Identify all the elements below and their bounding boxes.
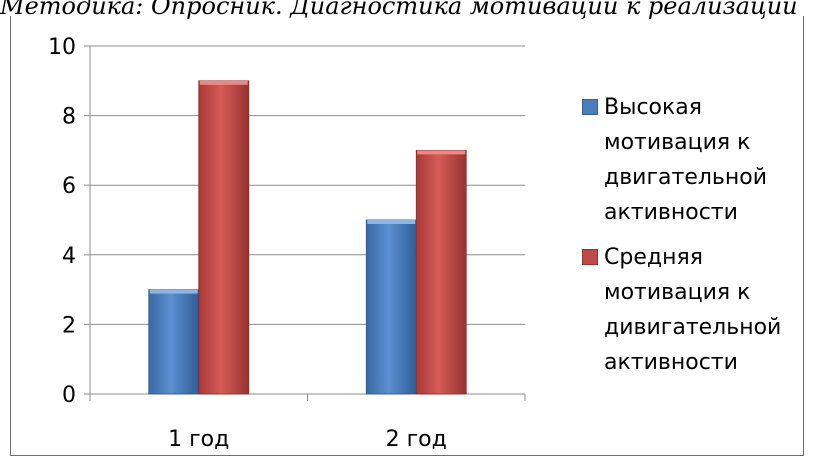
y-tick-label: 8 [62, 105, 76, 130]
bar-medium-2 [415, 149, 467, 395]
bar-cap [367, 220, 416, 224]
bar-cap [199, 80, 248, 85]
x-tick-label: 2 год [386, 427, 447, 452]
bar-high-2 [365, 219, 417, 395]
bar-high-1 [148, 289, 200, 395]
page-caption: Методика: Опросник. Диагностика мотиваци… [0, 0, 798, 20]
y-tick-label: 4 [62, 244, 76, 269]
y-tick-label: 2 [62, 313, 76, 338]
legend-item-series-1: Высокая мотивация к двигательной активно… [580, 90, 810, 230]
legend-swatch-blue [582, 99, 598, 115]
bar-cap [149, 289, 198, 294]
bar-cap [417, 150, 466, 155]
legend-label-series-2: Средняя мотивация к дивигательной активн… [604, 245, 782, 375]
legend-swatch-red [582, 249, 598, 265]
chart-legend: Высокая мотивация к двигательной активно… [580, 90, 810, 390]
x-tick-label: 1 год [168, 427, 229, 452]
y-tick-label: 10 [48, 35, 76, 60]
bar-medium-1 [198, 80, 250, 395]
y-tick-label: 0 [62, 383, 76, 408]
legend-item-series-2: Средняя мотивация к дивигательной активн… [580, 240, 810, 380]
chart-frame [10, 16, 804, 456]
legend-label-series-1: Высокая мотивация к двигательной активно… [604, 95, 768, 225]
y-tick-label: 6 [62, 174, 76, 199]
